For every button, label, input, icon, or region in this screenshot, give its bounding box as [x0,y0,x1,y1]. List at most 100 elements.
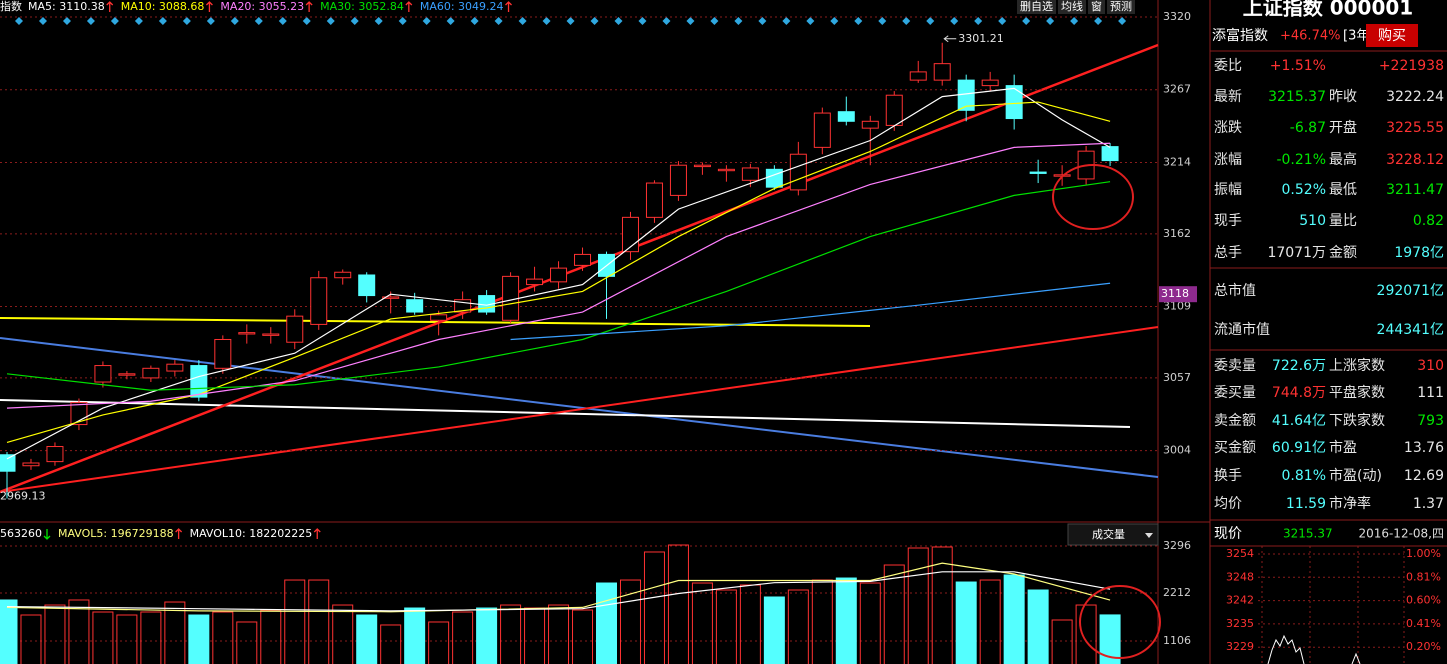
volume-bar [404,607,426,664]
toolbar-button[interactable] [1017,0,1056,14]
volume-bar [452,611,474,664]
field-label: 涨跌 [1214,120,1242,136]
marker-diamond [566,17,575,25]
candle-body [909,71,927,81]
field-label: 开盘 [1329,119,1357,136]
indicator-line [6,181,1111,391]
field-value: 3222.24 [1386,89,1444,105]
buy-button[interactable] [1366,24,1418,47]
volume-bar [356,614,378,664]
selector-label[interactable]: 成交量 [1092,527,1125,541]
field-value: -6.87 [1290,120,1326,136]
candle-body [214,338,232,369]
toolbar-button-label[interactable]: 删自选 [1020,0,1053,13]
volume-bar [68,599,90,664]
buy-button-label[interactable]: 购买 [1378,28,1406,44]
volume-bar [763,596,785,664]
field-value: 244341亿 [1377,322,1444,338]
candle-body [286,315,304,343]
marker-diamond [62,17,71,25]
toolbar-button[interactable] [1088,0,1105,14]
volume-bar [1027,589,1049,664]
volume-bar [691,582,713,664]
intraday-date: 2016-12-08,四 [1358,527,1444,541]
marker-diamond [974,17,983,25]
field-value: 11.59 [1286,496,1326,512]
intraday-price-tick: 3254 [1226,547,1254,560]
y-tick-label: 3320 [1163,10,1191,23]
price-marker-label: 3118 [1161,287,1189,300]
marker-diamond [926,17,935,25]
field-label: 卖金额 [1214,413,1256,429]
price-marker-box [1159,286,1197,303]
candle-body [861,120,879,129]
intraday-pct-tick: 0.81% [1406,570,1441,583]
candle-body [310,277,328,325]
intraday-trace [1267,634,1361,664]
toolbar-button-label[interactable]: 窗 [1091,0,1102,13]
field-value: 3211.47 [1386,182,1444,198]
candle-body [741,167,759,181]
volume-bar [979,579,1001,664]
marker-diamond [782,17,791,25]
field-label: 换手 [1214,467,1242,484]
candle-body [94,365,112,383]
candle-body [406,299,424,313]
marker-diamond [422,17,431,25]
field-value: +1.51% [1270,58,1326,74]
marker-diamond [542,17,551,25]
volume-bar [1003,574,1025,664]
volume-bar [44,604,66,664]
y-tick-label: 1106 [1163,634,1191,647]
toolbar-button-label[interactable]: 预测 [1110,0,1132,13]
field-label: 市盈 [1329,439,1357,456]
field-label: 总市值 [1214,282,1256,299]
marker-diamond [15,17,23,25]
volume-bar [0,599,18,664]
field-value: 60.91亿 [1272,440,1326,456]
candle-body [430,314,448,321]
volume-bar [1075,604,1097,664]
marker-diamond [662,17,671,25]
marker-diamond [950,17,959,25]
trend-line [0,43,1159,494]
marker-diamond [374,17,383,25]
toolbar-button[interactable] [1058,0,1086,14]
candle-body [238,332,256,335]
candle-body [190,365,208,398]
candle-body [693,164,711,168]
indicator-line [6,562,1111,613]
field-value: -0.21% [1276,152,1326,168]
toolbar-button-label[interactable]: 均线 [1061,0,1083,13]
marker-diamond [446,17,455,25]
selector-box[interactable] [1067,523,1159,546]
field-label: 市净率 [1329,495,1371,512]
intraday-price-tick: 3248 [1226,570,1254,583]
candle-body [1029,171,1047,174]
field-value: 1.37 [1413,496,1444,512]
candle-body [813,112,831,148]
volume-bar [188,614,210,664]
legend-entry: MAVOL5: 196729188 [58,527,174,540]
volume-bar [835,577,857,664]
volume-bar [787,589,809,664]
intraday-pct-tick: 0.41% [1406,617,1441,630]
field-value: 310 [1417,358,1444,374]
legend-entry: MA30: 3052.84 [320,0,404,13]
y-tick-label: 3109 [1163,300,1191,313]
toolbar-button[interactable] [1107,0,1135,14]
field-label: 均价 [1214,496,1242,512]
volume-bar [715,589,737,664]
marker-diamond [158,17,167,25]
intraday-price: 3215.37 [1283,527,1333,541]
volume-bar [164,601,186,664]
intraday-price-tick: 3229 [1226,640,1254,653]
field-label: 委比 [1214,58,1242,74]
marker-diamond [854,17,863,25]
candle-body [262,333,280,336]
candle-body [645,182,663,218]
trend-line [0,317,871,327]
legend-background [0,0,520,14]
field-label: 委卖量 [1214,358,1256,374]
